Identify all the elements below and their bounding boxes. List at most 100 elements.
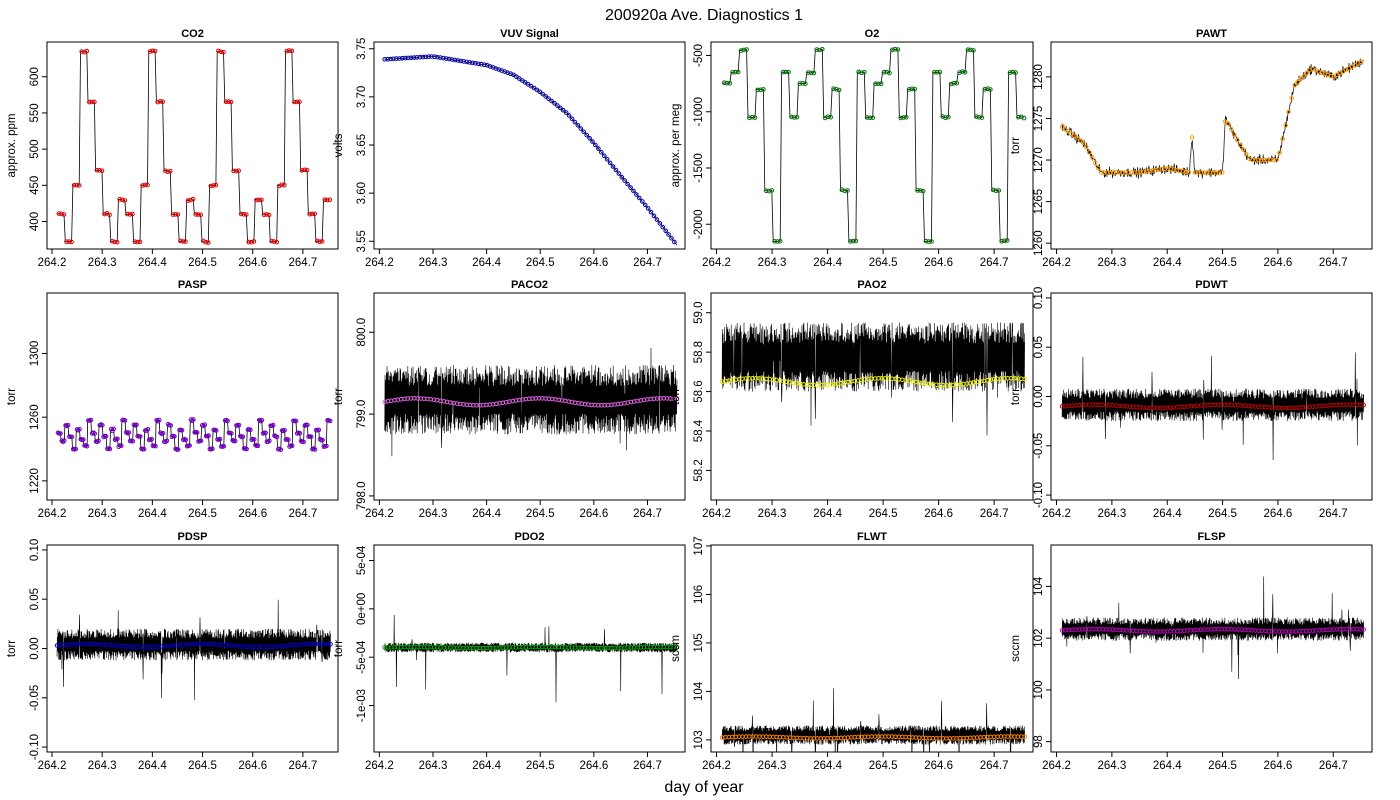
data-point-vuv-signal: [426, 54, 431, 60]
data-point-pasp: [312, 447, 318, 452]
data-point-pasp: [232, 438, 238, 444]
x-tick-label-pasp: 264.3: [88, 508, 117, 520]
y-tick-label-vuv-signal: 3.60: [356, 182, 368, 204]
series-line-co2: [57, 50, 330, 244]
data-pawt: [1059, 58, 1364, 179]
y-tick-label-flwt: 103: [693, 730, 705, 749]
data-point-vuv-signal: [613, 167, 619, 173]
data-point-pawt: [1213, 170, 1219, 175]
panel-title-vuv-signal: VUV Signal: [500, 28, 559, 40]
data-point-co2: [168, 169, 173, 174]
data-point-co2: [246, 239, 252, 245]
data-point-co2: [132, 239, 138, 244]
data-point-o2: [985, 86, 990, 91]
data-point-pdsp: [319, 641, 324, 647]
data-point-o2: [996, 188, 1002, 193]
data-point-pawt: [1228, 126, 1234, 132]
data-point-co2: [127, 212, 133, 217]
y-tick-label-pdsp: 0.05: [29, 588, 41, 610]
data-point-co2: [279, 182, 285, 187]
x-tick-label-flwt: 264.3: [758, 760, 787, 772]
data-point-pawt: [1135, 170, 1140, 175]
data-point-pasp: [122, 418, 128, 423]
y-tick-label-pdwt: 0.05: [1033, 336, 1045, 358]
data-point-pasp: [324, 443, 329, 449]
data-point-pasp: [267, 438, 272, 444]
y-tick-label-pao2: 58.4: [693, 419, 705, 442]
x-tick-label-paco2: 264.3: [419, 508, 448, 520]
data-pdo2: [382, 614, 680, 703]
data-point-co2: [89, 99, 95, 105]
data-point-co2: [256, 197, 262, 203]
y-tick-label-pdwt: 0.10: [1033, 287, 1045, 309]
x-tick-label-pdwt: 264.4: [1153, 508, 1182, 520]
data-point-co2: [208, 183, 214, 189]
data-point-o2: [845, 188, 850, 193]
data-point-pawt: [1268, 157, 1273, 163]
x-tick-label-pdo2: 264.4: [472, 760, 501, 772]
data-point-pasp: [240, 434, 246, 440]
data-point-pasp: [111, 426, 116, 432]
data-point-pasp: [305, 422, 310, 428]
data-point-pdsp: [64, 642, 69, 648]
plot-frame-pao2: [710, 292, 1034, 501]
y-tick-label-flwt: 106: [693, 585, 705, 604]
data-point-pasp: [59, 438, 65, 444]
data-point-o2: [831, 86, 836, 91]
data-point-co2: [183, 239, 188, 244]
data-point-o2: [870, 115, 876, 121]
data-point-co2: [203, 239, 209, 245]
data-point-pawt: [1295, 79, 1300, 85]
data-point-vuv-signal: [593, 142, 598, 148]
data-point-pasp: [278, 447, 284, 453]
data-point-vuv-signal: [604, 157, 610, 162]
data-point-vuv-signal: [449, 57, 455, 62]
data-point-vuv-signal: [429, 54, 434, 59]
data-point-pasp: [160, 431, 166, 436]
data-point-o2: [836, 87, 842, 93]
y-tick-label-pdwt: -0.10: [1033, 482, 1045, 508]
data-point-vuv-signal: [599, 149, 604, 155]
x-tick-label-co2: 264.2: [38, 257, 67, 269]
data-point-flwt: [1022, 734, 1027, 740]
data-point-pasp: [289, 443, 295, 449]
y-tick-label-vuv-signal: 3.65: [356, 134, 368, 156]
data-point-o2: [867, 115, 873, 121]
x-tick-label-flwt: 264.4: [813, 760, 842, 772]
figure-x-axis-label: day of year: [664, 779, 744, 796]
data-point-pdsp: [328, 642, 333, 647]
plot-frame-pdwt: [1050, 292, 1373, 501]
data-point-o2: [744, 47, 749, 52]
data-point-o2: [951, 80, 957, 86]
y-tick-label-o2: -1000: [693, 97, 705, 126]
data-point-vuv-signal: [476, 61, 481, 67]
data-point-vuv-signal: [555, 103, 560, 108]
data-point-o2: [842, 188, 848, 194]
data-point-co2: [223, 99, 229, 104]
data-point-vuv-signal: [405, 55, 411, 61]
data-point-vuv-signal: [631, 188, 636, 194]
data-point-co2: [325, 197, 330, 203]
data-point-o2: [926, 239, 932, 244]
data-point-co2: [216, 48, 221, 54]
data-point-vuv-signal: [432, 54, 437, 60]
y-tick-label-pawt: 1280: [1033, 64, 1045, 90]
data-point-vuv-signal: [546, 96, 551, 101]
data-point-o2: [1013, 70, 1018, 75]
data-point-pawt: [1286, 109, 1291, 115]
data-point-co2: [287, 48, 292, 53]
data-point-o2: [912, 86, 918, 92]
y-tick-label-pdo2: 0e+00: [356, 593, 368, 625]
data-point-pdsp: [119, 643, 124, 649]
data-point-co2: [102, 211, 107, 217]
x-tick-label-o2: 264.3: [758, 257, 787, 269]
data-point-o2: [747, 115, 752, 120]
data-point-o2: [814, 47, 820, 52]
x-tick-label-co2: 264.4: [138, 257, 167, 269]
series-line-flwt: [721, 688, 1025, 752]
data-point-co2: [84, 48, 90, 54]
y-tick-label-pawt: 1265: [1033, 189, 1045, 215]
y-tick-label-pdo2: -1e-03: [356, 689, 368, 722]
panel-title-pdsp: PDSP: [178, 531, 208, 543]
